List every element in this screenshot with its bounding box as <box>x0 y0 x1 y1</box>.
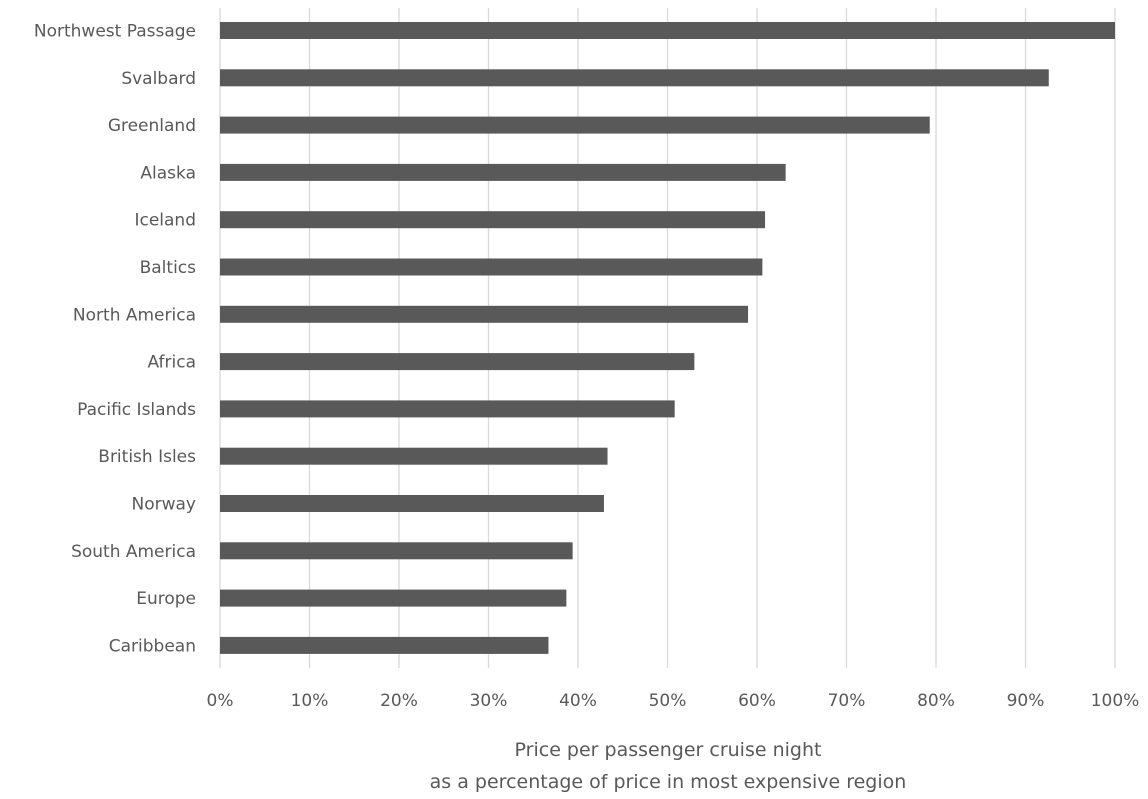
x-tick-label: 60% <box>738 691 776 711</box>
bar-svalbard <box>220 69 1049 87</box>
category-label: Caribbean <box>109 636 196 656</box>
category-label: Baltics <box>140 258 197 278</box>
bar-pacific-islands <box>220 400 675 418</box>
bar-africa <box>220 353 695 371</box>
x-tick-label: 0% <box>207 691 234 711</box>
bar-northwest-passage <box>220 22 1115 39</box>
category-label: North America <box>73 305 196 325</box>
bar-norway <box>220 495 604 512</box>
bar-iceland <box>220 211 766 229</box>
x-axis-title-line-1: Price per passenger cruise night <box>515 739 822 761</box>
bar-baltics <box>220 258 763 276</box>
category-labels: Northwest Passage Svalbard Greenland Alaska… <box>34 22 196 657</box>
gridlines <box>219 8 1116 668</box>
bar-alaska <box>220 163 786 181</box>
category-label: Greenland <box>108 116 196 136</box>
x-tick-label: 80% <box>917 691 955 711</box>
x-tick-label: 70% <box>828 691 866 711</box>
category-label: Alaska <box>140 163 196 183</box>
bar-south-america <box>220 542 573 560</box>
bar-north-america <box>220 305 749 323</box>
category-label: Svalbard <box>121 69 196 89</box>
x-tick-label: 30% <box>470 691 508 711</box>
bar-british-isles <box>220 447 608 465</box>
category-label: Pacific Islands <box>77 400 196 420</box>
bar-greenland <box>220 116 930 134</box>
x-axis-title-line-2: as a percentage of price in most expensi… <box>430 771 907 793</box>
x-tick-label: 10% <box>291 691 329 711</box>
category-label: Europe <box>136 589 196 609</box>
bar-caribbean <box>220 636 549 654</box>
bars <box>220 22 1115 654</box>
category-label: Northwest Passage <box>34 22 196 42</box>
bar-europe <box>220 589 567 607</box>
x-tick-label: 20% <box>380 691 418 711</box>
x-tick-label: 100% <box>1091 691 1140 711</box>
x-tick-label: 40% <box>559 691 597 711</box>
x-tick-label: 50% <box>649 691 687 711</box>
category-label: Norway <box>132 495 197 515</box>
x-tick-labels: 0% 10% 20% 30% 40% 50% 60% 70% 80% 90% 100% <box>207 691 1140 711</box>
category-label: British Isles <box>98 447 196 467</box>
x-tick-label: 90% <box>1007 691 1045 711</box>
category-label: South America <box>71 542 196 562</box>
category-label: Iceland <box>134 211 196 231</box>
category-label: Africa <box>148 353 197 373</box>
